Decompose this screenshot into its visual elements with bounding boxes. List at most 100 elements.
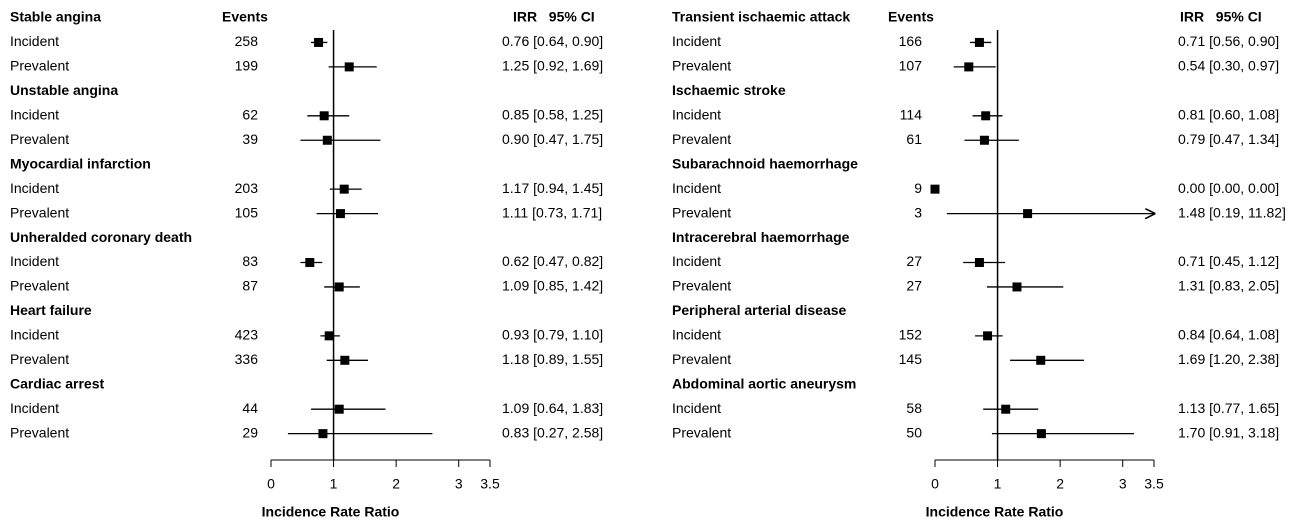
events: 3 [914, 204, 922, 220]
row-label: Prevalent [10, 131, 69, 147]
point-estimate [305, 258, 315, 267]
events: 87 [242, 278, 258, 294]
events: 58 [906, 400, 922, 416]
ci-label: 0.93 [0.79, 1.10] [502, 327, 603, 343]
ci-label: 1.13 [0.77, 1.65] [1178, 400, 1279, 416]
group-name: Unstable angina [10, 82, 118, 98]
row-label: Incident [672, 253, 721, 269]
events: 152 [899, 327, 923, 343]
x-tick-label: 3.5 [1144, 476, 1164, 492]
ci-label: 1.31 [0.83, 2.05] [1178, 278, 1279, 294]
events: 114 [900, 107, 923, 123]
events: 83 [242, 253, 258, 269]
events: 29 [242, 424, 258, 440]
row-label: Incident [10, 33, 59, 49]
events: 423 [235, 327, 259, 343]
point-estimate [339, 184, 349, 194]
point-estimate [1012, 282, 1022, 292]
ci-label: 1.48 [0.19, 11.82] [1178, 204, 1286, 220]
ci-label: 0.84 [0.64, 1.08] [1178, 327, 1279, 343]
group-name: Abdominal aortic aneurysm [672, 375, 856, 391]
x-tick-label: 0 [267, 476, 275, 492]
events: 199 [235, 58, 259, 74]
x-tick-label: 3 [1119, 476, 1127, 492]
row-label: Incident [672, 33, 721, 49]
point-estimate [319, 111, 329, 121]
group-name: Cardiac arrest [10, 375, 105, 391]
events: 145 [899, 351, 923, 367]
ci-label: 0.62 [0.47, 0.82] [502, 253, 603, 269]
row-label: Prevalent [672, 204, 731, 220]
point-estimate [1036, 429, 1046, 439]
group-name: Ischaemic stroke [672, 82, 786, 98]
x-axis-label: Incidence Rate Ratio [262, 504, 400, 520]
x-tick-label: 3 [455, 476, 463, 492]
row-label: Incident [10, 327, 59, 343]
row-label: Incident [672, 327, 721, 343]
events: 105 [235, 204, 259, 220]
point-estimate [981, 111, 991, 121]
group-name: Heart failure [10, 302, 92, 318]
x-tick-label: 3.5 [480, 476, 500, 492]
group-name: Intracerebral haemorrhage [672, 229, 850, 245]
ci-label: 0.79 [0.47, 1.34] [1178, 131, 1279, 147]
point-estimate [314, 37, 324, 47]
x-tick-label: 0 [931, 476, 939, 492]
ci-label: 1.09 [0.85, 1.42] [502, 278, 603, 294]
row-label: Prevalent [672, 131, 731, 147]
events: 62 [242, 107, 258, 123]
row-label: Prevalent [672, 351, 731, 367]
ci-label: 0.71 [0.56, 0.90] [1178, 33, 1279, 49]
group-name: Subarachnoid haemorrhage [672, 155, 858, 171]
point-estimate [1023, 209, 1033, 219]
group-name: Peripheral arterial disease [672, 302, 847, 318]
ci-header: IRR 95% CI [1180, 9, 1262, 25]
row-label: Prevalent [672, 424, 731, 440]
x-axis-label: Incidence Rate Ratio [926, 504, 1064, 520]
ci-label: 0.83 [0.27, 2.58] [502, 424, 603, 440]
point-estimate [974, 258, 984, 267]
point-estimate [334, 404, 344, 414]
x-tick-label: 2 [1056, 476, 1064, 492]
point-estimate [335, 209, 345, 219]
row-label: Prevalent [672, 278, 731, 294]
events: 203 [235, 180, 259, 196]
events: 27 [906, 278, 922, 294]
ci-label: 0.85 [0.58, 1.25] [502, 107, 603, 123]
events: 44 [242, 400, 258, 416]
row-label: Incident [672, 400, 721, 416]
row-label: Prevalent [10, 204, 69, 220]
ci-label: 0.76 [0.64, 0.90] [502, 33, 603, 49]
row-label: Prevalent [10, 278, 69, 294]
ci-label: 1.17 [0.94, 1.45] [502, 180, 603, 196]
point-estimate [340, 355, 350, 365]
row-label: Incident [10, 180, 59, 196]
events: 258 [235, 33, 259, 49]
point-estimate [318, 429, 328, 439]
x-tick-label: 2 [392, 476, 400, 492]
row-label: Prevalent [10, 58, 69, 74]
events: 107 [899, 58, 923, 74]
ci-label: 0.81 [0.60, 1.08] [1178, 107, 1279, 123]
events: 336 [235, 351, 259, 367]
ci-label: 1.70 [0.91, 3.18] [1178, 424, 1279, 440]
row-label: Prevalent [10, 424, 69, 440]
ci-label: 0.71 [0.45, 1.12] [1178, 253, 1279, 269]
point-estimate [983, 331, 993, 341]
row-label: Incident [672, 107, 721, 123]
group-name: Myocardial infarction [10, 155, 151, 171]
ci-label: 1.69 [1.20, 2.38] [1178, 351, 1279, 367]
point-estimate [974, 37, 984, 47]
point-estimate [1036, 355, 1046, 365]
row-label: Incident [672, 180, 721, 196]
events: 39 [242, 131, 258, 147]
group-name: Stable angina [10, 9, 101, 25]
point-estimate [979, 135, 989, 145]
events: 61 [906, 131, 922, 147]
point-estimate [344, 62, 354, 72]
row-label: Prevalent [672, 58, 731, 74]
events: 166 [899, 33, 923, 49]
events: 50 [906, 424, 922, 440]
row-label: Incident [10, 107, 59, 123]
ci-label: 1.25 [0.92, 1.69] [502, 58, 603, 74]
